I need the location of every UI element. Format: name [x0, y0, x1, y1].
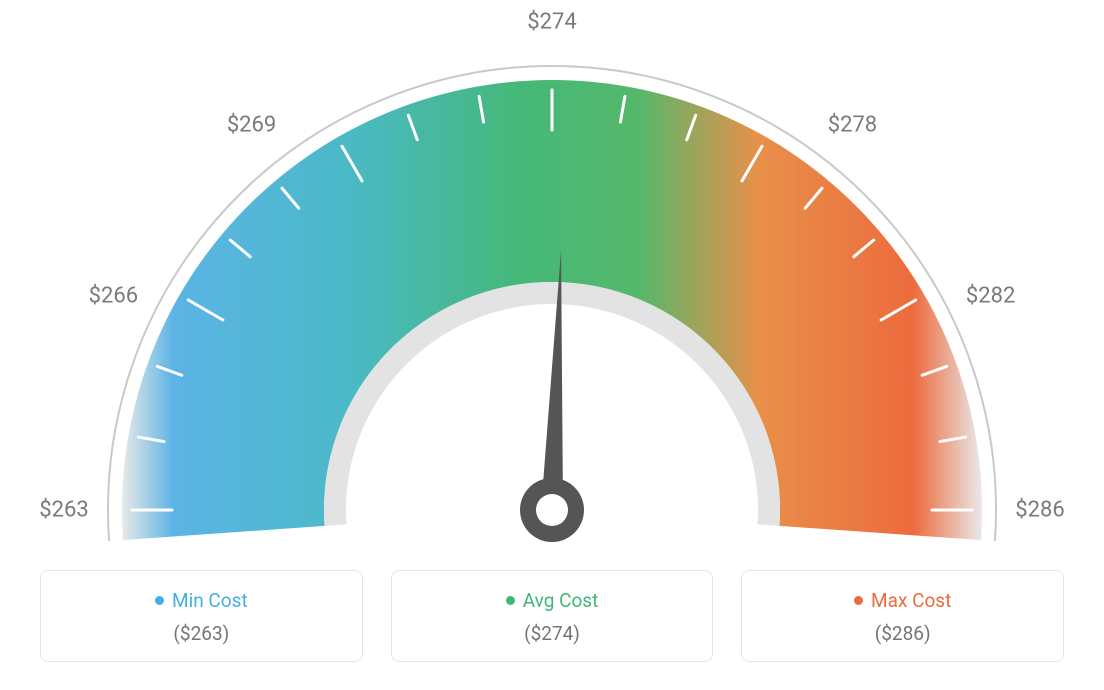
legend-value-avg: ($274): [392, 622, 713, 645]
legend-title-min: Min Cost: [155, 589, 248, 612]
gauge-svg: [0, 0, 1104, 560]
legend-card-min: Min Cost ($263): [40, 570, 363, 662]
legend-title-min-text: Min Cost: [172, 589, 248, 612]
gauge-scale-label: $263: [39, 498, 88, 523]
legend-title-avg: Avg Cost: [506, 589, 599, 612]
gauge-scale-label: $278: [828, 113, 877, 138]
gauge-scale-label: $274: [527, 10, 576, 35]
legend-title-max-text: Max Cost: [871, 589, 951, 612]
legend-title-avg-text: Avg Cost: [523, 589, 599, 612]
legend-dot-min: [155, 596, 164, 605]
legend-dot-avg: [506, 596, 515, 605]
gauge-chart: $263 $266 $269 $274 $278 $282 $286: [0, 0, 1104, 560]
legend-value-min: ($263): [41, 622, 362, 645]
gauge-scale-label: $266: [89, 284, 138, 309]
legend-card-avg: Avg Cost ($274): [391, 570, 714, 662]
legend-value-max: ($286): [742, 622, 1063, 645]
gauge-scale-label: $269: [227, 113, 276, 138]
legend-dot-max: [854, 596, 863, 605]
gauge-scale-label: $282: [966, 284, 1015, 309]
legend-row: Min Cost ($263) Avg Cost ($274) Max Cost…: [40, 570, 1064, 662]
legend-title-max: Max Cost: [854, 589, 951, 612]
gauge-scale-label: $286: [1015, 498, 1064, 523]
legend-card-max: Max Cost ($286): [741, 570, 1064, 662]
